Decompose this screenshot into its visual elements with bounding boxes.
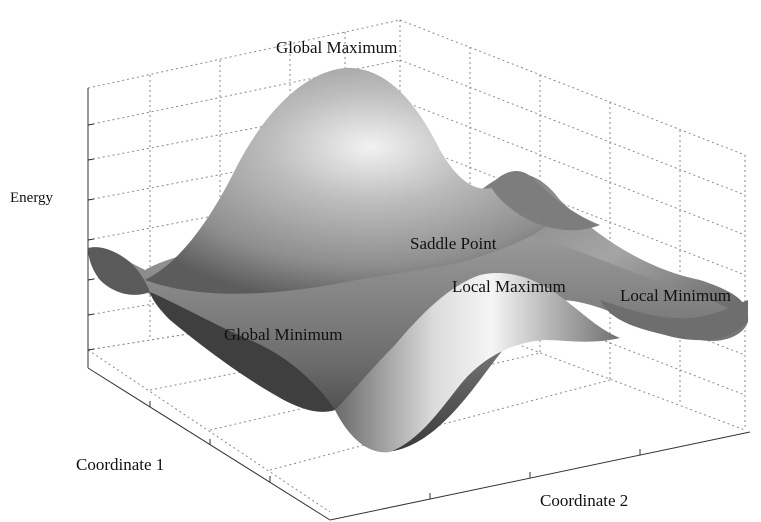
local-maximum-ridge bbox=[335, 272, 620, 453]
plot-axes bbox=[87, 88, 751, 521]
energy-axis-label: Energy bbox=[10, 190, 54, 206]
global-minimum-basin bbox=[150, 292, 335, 412]
local-minimum-trough bbox=[600, 300, 748, 341]
annotations: Global Maximum Energy Saddle Point Local… bbox=[10, 38, 731, 510]
global-maximum-label: Global Maximum bbox=[276, 38, 397, 57]
coordinate-1-axis-label: Coordinate 1 bbox=[76, 455, 164, 474]
global-minimum-label: Global Minimum bbox=[224, 325, 343, 344]
local-minimum-label: Local Minimum bbox=[620, 286, 731, 305]
local-maximum-label: Local Maximum bbox=[452, 277, 566, 296]
right-fold-surface bbox=[490, 170, 600, 231]
saddle-point-label: Saddle Point bbox=[410, 234, 497, 253]
coordinate-2-axis-label: Coordinate 2 bbox=[540, 491, 628, 510]
global-maximum-peak bbox=[145, 67, 555, 294]
energy-surface bbox=[88, 67, 749, 453]
left-rim-surface bbox=[88, 247, 150, 295]
